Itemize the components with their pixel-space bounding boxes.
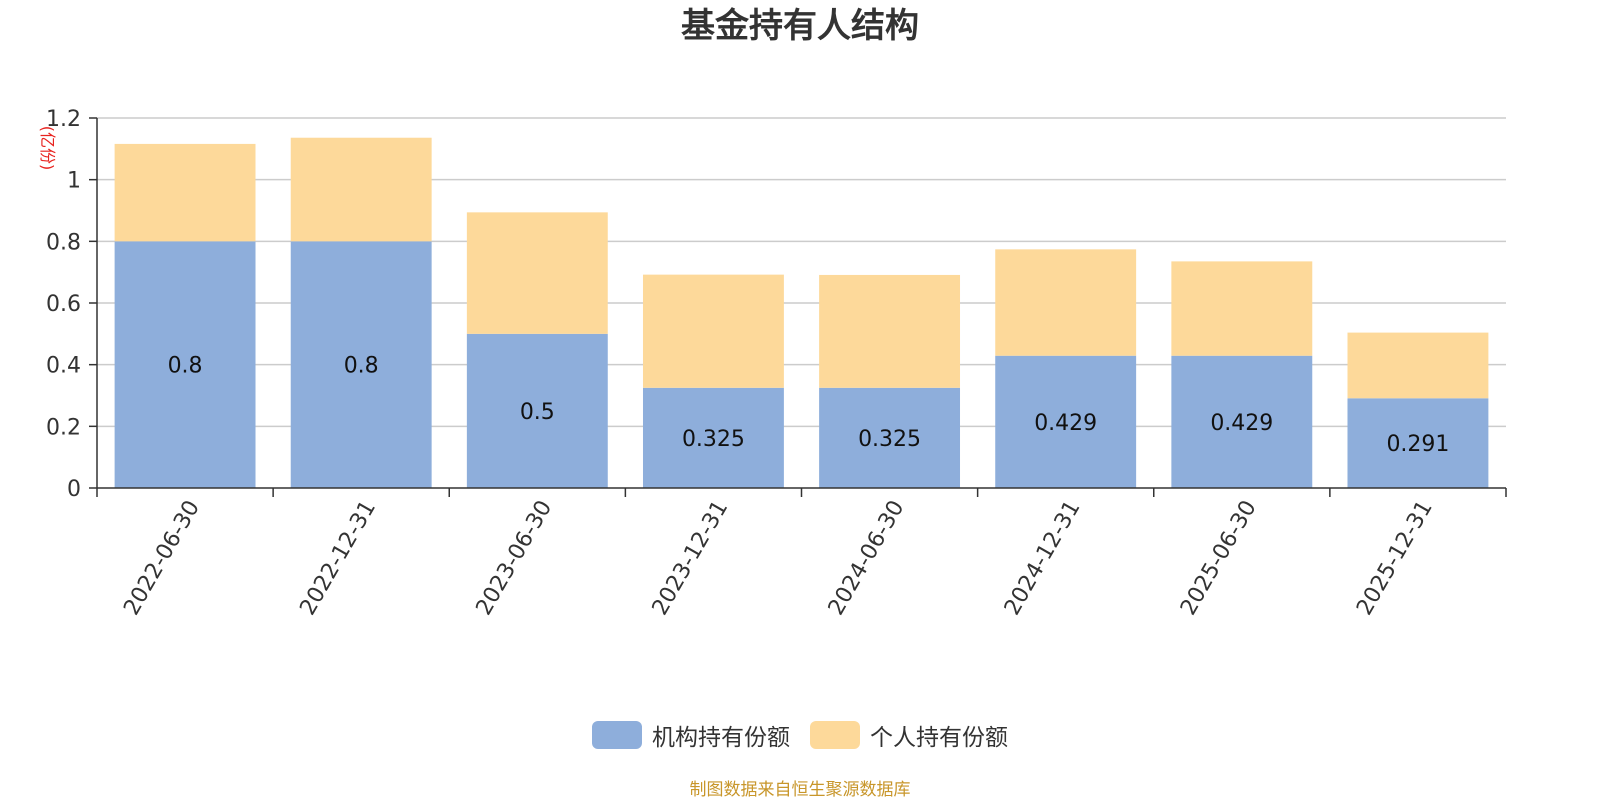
bar-institutional xyxy=(1171,355,1313,488)
data-source-note: 制图数据来自恒生聚源数据库 xyxy=(689,780,911,800)
y-tick-label: 0.8 xyxy=(46,230,81,255)
bar-value-label: 0.429 xyxy=(1034,411,1097,436)
y-tick-label: 0.6 xyxy=(46,292,81,317)
legend-swatch-institutional xyxy=(592,721,642,749)
legend-swatch-individual xyxy=(810,721,860,749)
x-tick-label: 2023-06-30 xyxy=(472,496,558,619)
bar-individual xyxy=(290,137,432,242)
bar-individual xyxy=(995,249,1137,356)
y-tick-label: 1 xyxy=(67,169,81,194)
legend-label-individual: 个人持有份额 xyxy=(870,725,1008,751)
bar-institutional xyxy=(114,241,256,488)
bar-institutional xyxy=(466,333,608,488)
bar-individual xyxy=(114,143,256,242)
y-tick-label: 0 xyxy=(67,477,81,502)
y-tick-label: 0.4 xyxy=(46,354,81,379)
chart-area: 0.8 0.8 0.5 0.325 0.325 0.429 0.429 0.291 0 0.2 0… xyxy=(38,107,1507,620)
bar-individual xyxy=(819,274,961,388)
bar-value-label: 0.429 xyxy=(1210,411,1273,436)
legend-item-institutional[interactable]: 机构持有份额 xyxy=(592,718,790,752)
x-tick-label: 2024-06-30 xyxy=(824,496,910,619)
bar-value-label: 0.5 xyxy=(520,400,555,425)
legend: 机构持有份额 个人持有份额 xyxy=(0,718,1600,752)
bar-institutional xyxy=(995,355,1137,488)
bar-institutional xyxy=(290,241,432,488)
bar-individual xyxy=(1347,332,1489,399)
bar-individual xyxy=(642,274,784,388)
bar-value-label: 0.8 xyxy=(344,354,379,379)
y-axis-unit-label: (亿份) xyxy=(38,126,57,171)
bar-value-label: 0.325 xyxy=(682,427,745,452)
legend-label-institutional: 机构持有份额 xyxy=(652,725,790,751)
x-tick-label: 2024-12-31 xyxy=(1000,496,1086,619)
chart-title: 基金持有人结构 xyxy=(681,6,919,46)
y-tick-label: 0.2 xyxy=(46,415,81,440)
x-tick-label: 2025-12-31 xyxy=(1352,496,1438,619)
x-tick-label: 2022-12-31 xyxy=(295,496,381,619)
bar-individual xyxy=(1171,261,1313,356)
bar-value-label: 0.291 xyxy=(1386,432,1449,457)
x-tick-label: 2022-06-30 xyxy=(119,496,205,619)
legend-item-individual[interactable]: 个人持有份额 xyxy=(810,718,1008,752)
y-tick-label: 1.2 xyxy=(46,107,81,132)
bar-institutional xyxy=(1347,398,1489,488)
bars: 0.8 0.8 0.5 0.325 0.325 0.429 0.429 0.291 xyxy=(114,137,1489,488)
x-tick-label: 2023-12-31 xyxy=(648,496,734,619)
bar-institutional xyxy=(642,387,784,488)
bar-individual xyxy=(466,212,608,334)
x-tick-label: 2025-06-30 xyxy=(1176,496,1262,619)
bar-institutional xyxy=(819,387,961,488)
bar-value-label: 0.325 xyxy=(858,427,921,452)
bar-value-label: 0.8 xyxy=(168,354,203,379)
